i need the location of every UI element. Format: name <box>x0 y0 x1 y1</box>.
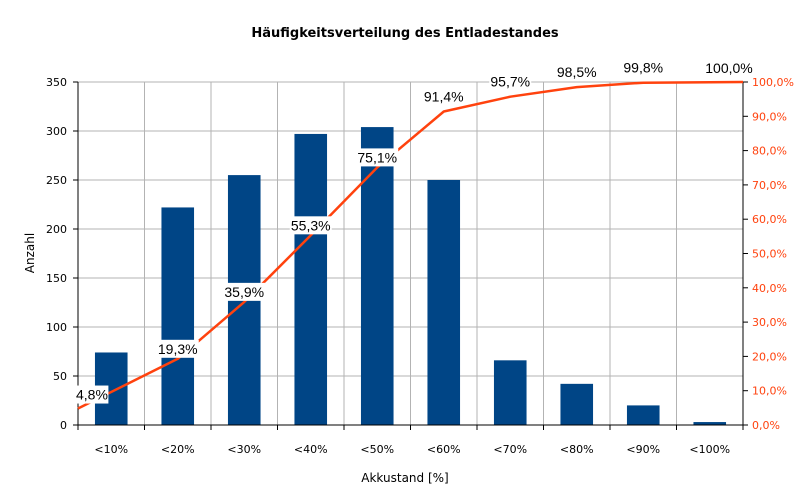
bar <box>560 383 594 425</box>
bar <box>626 405 660 425</box>
x-tick-label: <100% <box>689 443 730 456</box>
y-tick-label: 200 <box>46 223 67 236</box>
data-label: 91,4% <box>422 87 465 106</box>
data-label-bg <box>422 87 465 106</box>
x-tick-label: <20% <box>161 443 195 456</box>
chart-title: Häufigkeitsverteilung des Entladestandes <box>251 26 559 41</box>
data-label-bg <box>704 59 754 77</box>
y-tick-label: 100 <box>46 321 67 334</box>
data-label-text: 99,8% <box>623 60 663 76</box>
data-label: 99,8% <box>622 58 665 77</box>
data-label: 19,3% <box>156 339 199 358</box>
bar <box>493 360 527 425</box>
data-label-bg <box>289 216 332 235</box>
cumulative-line <box>77 80 744 410</box>
data-label: 100,0% <box>704 59 754 77</box>
y-tick-label: 250 <box>46 174 67 187</box>
y2-tick-label: 70,0% <box>752 179 787 192</box>
data-label-text: 91,4% <box>424 88 464 104</box>
y-tick-label: 150 <box>46 272 67 285</box>
bar <box>693 422 727 425</box>
data-label-text: 35,9% <box>224 284 264 300</box>
axes: 0 50 100 150 200 250 300 350 <10% <20% <30% <40% <50… <box>46 76 794 456</box>
data-label-text: 4,8% <box>76 387 108 403</box>
bar-series <box>94 127 727 425</box>
y-tick-label: 0 <box>60 419 67 432</box>
y2-tick-label: 90,0% <box>752 110 787 123</box>
x-tick-label: <60% <box>427 443 461 456</box>
y-axis-label: Anzahl <box>23 233 37 273</box>
data-label: 95,7% <box>489 72 532 91</box>
data-label-text: 19,3% <box>158 341 198 357</box>
y2-tick-label: 100,0% <box>752 76 794 89</box>
data-label-text: 95,7% <box>490 74 530 90</box>
bar <box>161 207 195 425</box>
data-label-bg <box>489 72 532 91</box>
y-tick-label: 350 <box>46 76 67 89</box>
bar <box>360 127 394 425</box>
y2-tick-label: 60,0% <box>752 213 787 226</box>
x-tick-label: <40% <box>294 443 328 456</box>
x-tick-label: <50% <box>360 443 394 456</box>
data-label-bg <box>156 339 199 358</box>
x-tick-label: <90% <box>626 443 660 456</box>
x-tick-label: <70% <box>493 443 527 456</box>
data-label: 4,8% <box>74 385 109 404</box>
x-tick-label: <30% <box>227 443 261 456</box>
x-tick-label: <80% <box>560 443 594 456</box>
y2-tick-label: 0,0% <box>752 419 780 432</box>
bar <box>294 133 328 425</box>
y2-tick-label: 10,0% <box>752 385 787 398</box>
y2-tick-label: 50,0% <box>752 248 787 261</box>
data-label-text: 55,3% <box>291 217 331 233</box>
y-tick-label: 300 <box>46 125 67 138</box>
y2-tick-label: 40,0% <box>752 282 787 295</box>
data-labels: 4,8% 19,3% 35,9% 55,3% 75,1% 91,4% 95,7% 98,5% 9… <box>74 58 754 404</box>
data-label: 55,3% <box>289 216 332 235</box>
x-axis-label: Akkustand [%] <box>361 471 448 485</box>
grid-lines <box>77 81 744 426</box>
y-tick-label: 50 <box>53 370 67 383</box>
data-label: 98,5% <box>555 63 598 82</box>
y2-tick-label: 20,0% <box>752 350 787 363</box>
data-label-text: 75,1% <box>357 149 397 165</box>
y2-tick-label: 80,0% <box>752 145 787 158</box>
data-label-bg <box>223 282 266 301</box>
data-label: 75,1% <box>356 148 399 167</box>
data-label-bg <box>74 385 109 404</box>
data-label-text: 98,5% <box>557 64 597 80</box>
data-label-bg <box>555 63 598 82</box>
data-label: 35,9% <box>223 282 266 301</box>
data-label-bg <box>622 58 665 77</box>
cumulative-line-series <box>77 80 744 410</box>
data-label-bg <box>356 148 399 167</box>
x-tick-label: <10% <box>94 443 128 456</box>
bar <box>427 180 461 425</box>
y2-tick-label: 30,0% <box>752 316 787 329</box>
data-label-text: 100,0% <box>705 60 752 76</box>
